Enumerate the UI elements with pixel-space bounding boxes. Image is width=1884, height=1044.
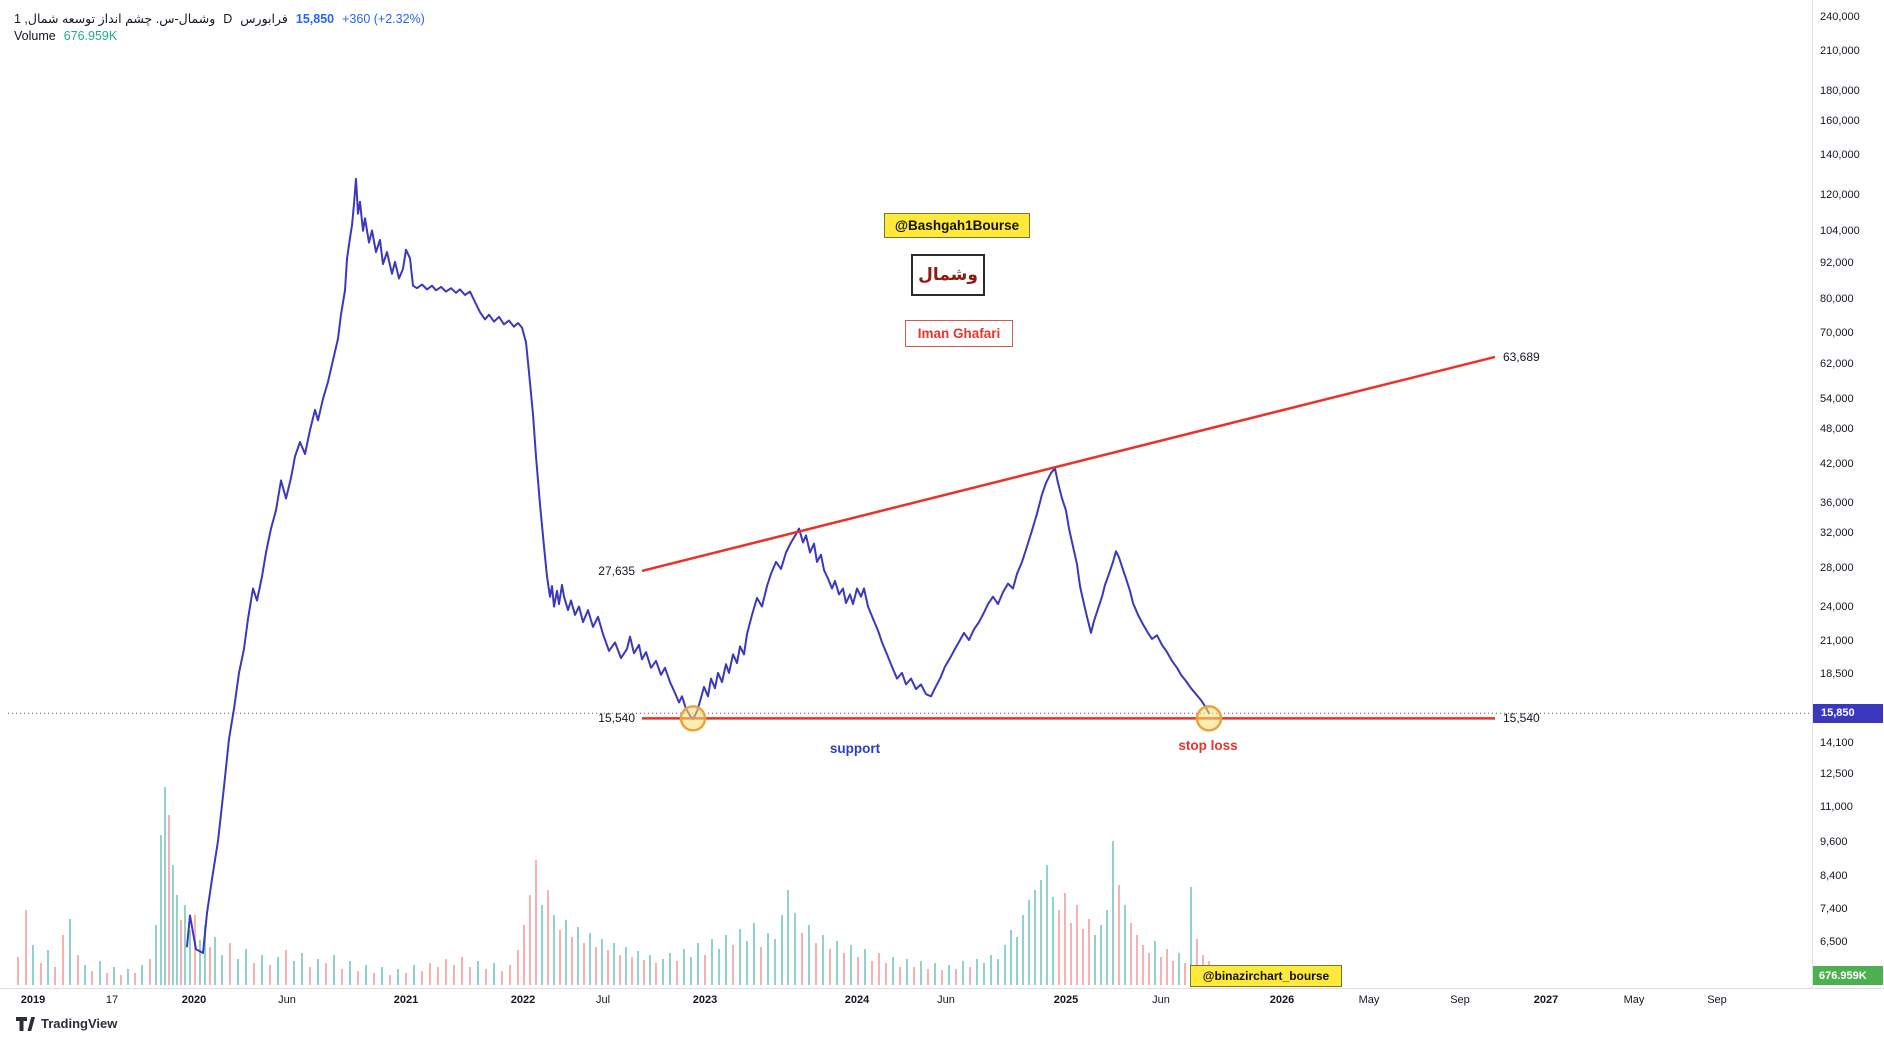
price-tick-label: 9,600 xyxy=(1820,835,1848,848)
time-tick-label: 2021 xyxy=(393,994,419,1006)
price-tick-label: 21,000 xyxy=(1820,635,1854,648)
time-tick-label: Jul xyxy=(595,994,611,1006)
time-tick-label: 2020 xyxy=(181,994,207,1006)
stop-loss-text-annotation[interactable]: stop loss xyxy=(1178,737,1238,753)
price-tick-label: 140,000 xyxy=(1820,149,1860,162)
price-tick-label: 92,000 xyxy=(1820,256,1854,269)
support-text-annotation[interactable]: support xyxy=(829,740,881,756)
chart-legend: وشمال-س. چشم انداز توسعه شمال, 1 D فرابو… xyxy=(14,11,425,47)
support-touch-marker[interactable] xyxy=(679,705,707,732)
price-tick-label: 7,400 xyxy=(1820,902,1848,915)
volume-value: 676.959K xyxy=(63,29,118,43)
time-tick-label: Jun xyxy=(1152,994,1170,1006)
support-price-label-left: 15,540 xyxy=(598,711,635,726)
price-line-series[interactable] xyxy=(186,177,1210,954)
price-tick-label: 48,000 xyxy=(1820,423,1854,436)
time-tick-label: Sep xyxy=(1450,994,1470,1006)
channel-badge-annotation[interactable]: @Bashgah1Bourse xyxy=(884,213,1030,238)
price-tick-label: 160,000 xyxy=(1820,114,1860,127)
volume-legend-row[interactable]: Volume 676.959K xyxy=(14,29,425,47)
support-price-label-right: 15,540 xyxy=(1503,711,1540,726)
price-tick-label: 36,000 xyxy=(1820,497,1854,510)
price-tick-label: 42,000 xyxy=(1820,457,1854,470)
price-tick-label: 120,000 xyxy=(1820,188,1860,201)
price-tick-label: 104,000 xyxy=(1820,225,1860,238)
symbol-name: وشمال-س. چشم انداز توسعه شمال, 1 xyxy=(14,12,216,26)
price-tick-label: 11,000 xyxy=(1820,800,1853,813)
time-axis[interactable]: 2019 17 2020 Jun 2021 2022 Jul 2023 2024 Jun 2025 J… xyxy=(0,988,1884,1017)
time-tick-label: 17 xyxy=(105,994,119,1006)
volume-label: Volume xyxy=(14,29,56,43)
time-tick-label: 2026 xyxy=(1269,994,1295,1006)
last-price-value: 15,850 xyxy=(295,12,335,26)
trendline-end-price-label: 63,689 xyxy=(1503,349,1540,364)
price-tick-label: 210,000 xyxy=(1820,45,1860,58)
price-tick-label: 6,500 xyxy=(1820,935,1848,948)
time-tick-label: Jun xyxy=(937,994,955,1006)
time-tick-label: 2025 xyxy=(1053,994,1079,1006)
price-tick-label: 240,000 xyxy=(1820,11,1860,23)
stop-loss-touch-marker[interactable] xyxy=(1195,705,1223,732)
symbol-resolution: D xyxy=(223,12,233,26)
price-change-value: +360 (+2.32%) xyxy=(342,12,425,26)
price-tick-label: 180,000 xyxy=(1820,84,1860,97)
tradingview-logo[interactable]: TradingView xyxy=(16,1016,117,1031)
price-tick-label: 70,000 xyxy=(1820,326,1854,339)
time-tick-label: May xyxy=(1623,994,1645,1006)
trendline[interactable] xyxy=(641,355,1496,573)
price-tick-label: 18,500 xyxy=(1820,667,1854,680)
symbol-stamp-annotation[interactable]: وشمال xyxy=(911,254,985,296)
volume-bars xyxy=(16,787,1211,985)
price-tick-label: 14,100 xyxy=(1820,737,1854,750)
current-price-badge: 15,850 xyxy=(1813,703,1883,723)
time-tick-label: 2027 xyxy=(1533,994,1559,1006)
price-tick-label: 54,000 xyxy=(1820,393,1854,406)
time-tick-label: 2023 xyxy=(692,994,718,1006)
trendline-start-price-label: 27,635 xyxy=(598,563,635,578)
bottom-channel-badge-annotation[interactable]: @binazirchart_bourse xyxy=(1190,965,1342,987)
time-tick-label: 2024 xyxy=(844,994,870,1006)
volume-badge: 676.959K xyxy=(1813,966,1883,985)
author-annotation[interactable]: Iman Ghafari xyxy=(905,320,1013,347)
price-tick-label: 24,000 xyxy=(1820,601,1854,613)
price-tick-label: 12,500 xyxy=(1820,768,1854,781)
time-tick-label: May xyxy=(1358,994,1380,1006)
price-tick-label: 28,000 xyxy=(1820,561,1854,574)
price-tick-label: 80,000 xyxy=(1820,292,1854,305)
symbol-legend-row[interactable]: وشمال-س. چشم انداز توسعه شمال, 1 D فرابو… xyxy=(14,11,425,29)
price-tick-label: 32,000 xyxy=(1820,527,1854,540)
time-tick-label: 2022 xyxy=(510,994,536,1006)
tradingview-logo-icon xyxy=(16,1016,35,1031)
time-tick-label: Sep xyxy=(1707,994,1727,1006)
tradingview-logo-text: TradingView xyxy=(41,1016,118,1031)
time-tick-label: Jun xyxy=(278,994,296,1006)
price-axis[interactable]: 240,000 210,000 180,000 160,000 140,000 120,0… xyxy=(1812,0,1884,988)
price-tick-label: 8,400 xyxy=(1820,870,1848,882)
price-tick-label: 62,000 xyxy=(1820,357,1854,370)
time-tick-label: 2019 xyxy=(20,994,46,1006)
symbol-exchange: فرابورس xyxy=(240,12,288,26)
